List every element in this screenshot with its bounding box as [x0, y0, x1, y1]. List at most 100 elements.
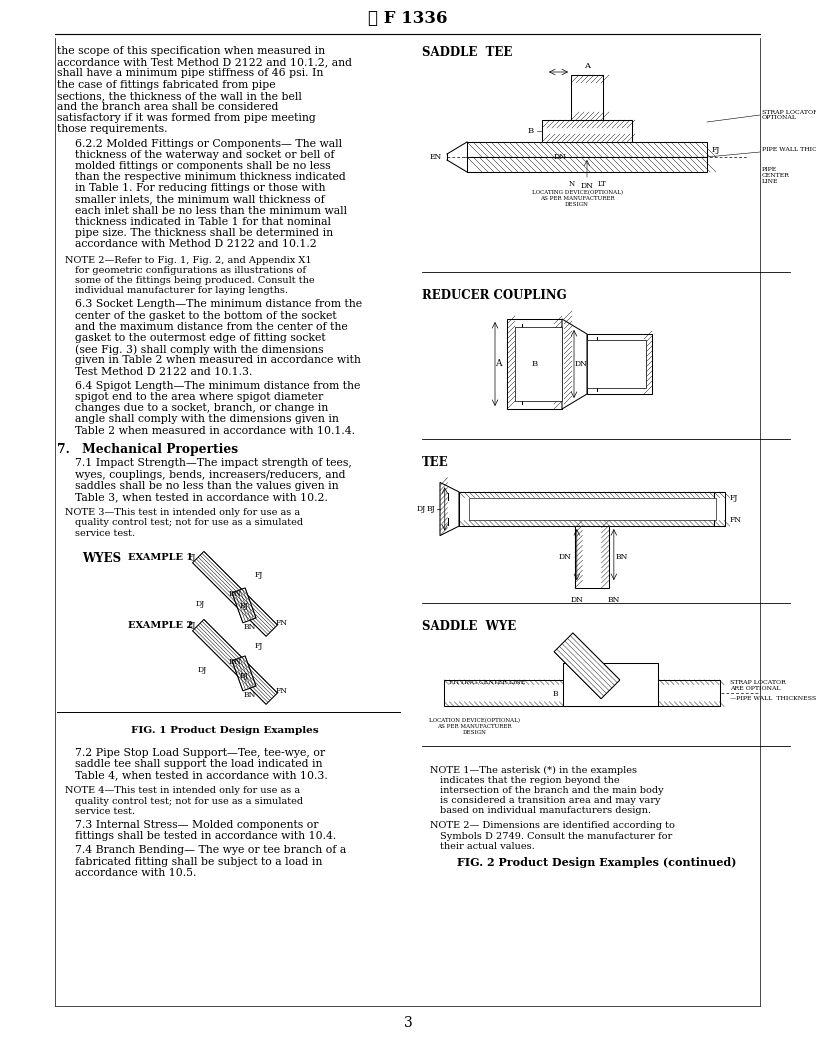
- Text: spigot end to the area where spigot diameter: spigot end to the area where spigot diam…: [75, 392, 323, 402]
- Text: BN: BN: [243, 692, 255, 699]
- Text: given in Table 2 when measured in accordance with: given in Table 2 when measured in accord…: [75, 356, 361, 365]
- Text: NOTE 1—The asterisk (*) in the examples: NOTE 1—The asterisk (*) in the examples: [430, 766, 637, 774]
- Text: center of the gasket to the bottom of the socket: center of the gasket to the bottom of th…: [75, 310, 337, 321]
- Bar: [467, 157, 707, 172]
- Text: 7.2 Pipe Stop Load Support—Tee, tee-wye, or: 7.2 Pipe Stop Load Support—Tee, tee-wye,…: [75, 748, 325, 758]
- Bar: [515, 327, 562, 401]
- Text: FJ: FJ: [255, 571, 264, 579]
- Text: each inlet shall be no less than the minimum wall: each inlet shall be no less than the min…: [75, 206, 347, 215]
- Text: their actual values.: their actual values.: [440, 842, 534, 851]
- Text: FJ: FJ: [712, 146, 721, 153]
- Text: quality control test; not for use as a simulated: quality control test; not for use as a s…: [75, 518, 303, 528]
- Text: NOTE 2— Dimensions are identified according to: NOTE 2— Dimensions are identified accord…: [430, 822, 675, 830]
- Text: REDUCER COUPLING: REDUCER COUPLING: [422, 289, 566, 302]
- Text: for geometric configurations as illustrations of: for geometric configurations as illustra…: [75, 266, 306, 275]
- Text: TEE: TEE: [422, 456, 449, 469]
- Text: FIG. 2 Product Design Examples (continued): FIG. 2 Product Design Examples (continue…: [457, 857, 737, 868]
- Text: service test.: service test.: [75, 529, 135, 538]
- Text: STRAP LOCATOR
ARE OPTIONAL: STRAP LOCATOR ARE OPTIONAL: [730, 680, 786, 691]
- Text: DN: DN: [228, 590, 242, 598]
- Text: DN: DN: [553, 153, 566, 161]
- Text: individual manufacturer for laying lengths.: individual manufacturer for laying lengt…: [75, 286, 288, 296]
- Text: BN: BN: [616, 553, 628, 561]
- Text: is considered a transition area and may vary: is considered a transition area and may …: [440, 796, 660, 805]
- Text: the scope of this specification when measured in: the scope of this specification when mea…: [57, 46, 325, 56]
- Text: SADDLE  WYE: SADDLE WYE: [422, 620, 517, 633]
- Text: intersection of the branch and the main body: intersection of the branch and the main …: [440, 786, 663, 795]
- Text: some of the fittings being produced. Consult the: some of the fittings being produced. Con…: [75, 276, 315, 285]
- Text: BJ: BJ: [240, 602, 249, 610]
- Text: accordance with 10.5.: accordance with 10.5.: [75, 868, 197, 878]
- Text: 3: 3: [404, 1016, 412, 1030]
- Text: LOCATING DEVICE(OPTIONAL)
AS PER MANUFACTURER
DESIGN: LOCATING DEVICE(OPTIONAL) AS PER MANUFAC…: [531, 190, 623, 207]
- Text: 7.  Mechanical Properties: 7. Mechanical Properties: [57, 442, 238, 456]
- Text: Table 3, when tested in accordance with 10.2.: Table 3, when tested in accordance with …: [75, 492, 328, 502]
- Text: angle shall comply with the dimensions given in: angle shall comply with the dimensions g…: [75, 414, 339, 425]
- Text: service test.: service test.: [75, 807, 135, 816]
- Text: 7.3 Internal Stress— Molded components or: 7.3 Internal Stress— Molded components o…: [75, 821, 318, 830]
- Text: the case of fittings fabricated from pipe: the case of fittings fabricated from pip…: [57, 79, 276, 90]
- Bar: [467, 142, 707, 157]
- Bar: [542, 120, 632, 142]
- Text: EXAMPLE 1: EXAMPLE 1: [128, 552, 193, 562]
- Text: wyes, couplings, bends, increasers/reducers, and: wyes, couplings, bends, increasers/reduc…: [75, 470, 345, 479]
- Text: BJ: BJ: [240, 672, 249, 680]
- Text: EN: EN: [430, 153, 442, 161]
- Text: based on individual manufacturers design.: based on individual manufacturers design…: [440, 806, 651, 815]
- Text: saddles shall be no less than the values given in: saddles shall be no less than the values…: [75, 480, 339, 491]
- Text: saddle tee shall support the load indicated in: saddle tee shall support the load indica…: [75, 759, 322, 769]
- Text: DN: DN: [575, 360, 588, 367]
- Text: accordance with Test Method D 2122 and 10.1.2, and: accordance with Test Method D 2122 and 1…: [57, 57, 352, 68]
- Polygon shape: [232, 656, 256, 691]
- Text: BN: BN: [608, 596, 620, 604]
- Bar: [575, 526, 609, 588]
- Text: Table 2 when measured in accordance with 10.1.4.: Table 2 when measured in accordance with…: [75, 426, 355, 436]
- Polygon shape: [554, 633, 620, 699]
- Text: Test Method D 2122 and 10.1.3.: Test Method D 2122 and 10.1.3.: [75, 366, 252, 377]
- Text: EXAMPLE 2: EXAMPLE 2: [128, 621, 193, 629]
- Text: DN: DN: [570, 596, 583, 604]
- Text: molded fittings or components shall be no less: molded fittings or components shall be n…: [75, 161, 330, 171]
- Text: A: A: [584, 62, 590, 70]
- Text: PIPE
CENTER
LINE: PIPE CENTER LINE: [762, 167, 790, 184]
- Text: accordance with Method D 2122 and 10.1.2: accordance with Method D 2122 and 10.1.2: [75, 240, 317, 249]
- Text: quality control test; not for use as a simulated: quality control test; not for use as a s…: [75, 796, 303, 806]
- Text: 6.4 Spigot Length—The minimum distance from the: 6.4 Spigot Length—The minimum distance f…: [75, 381, 361, 391]
- Text: FITTING CENTER LINE: FITTING CENTER LINE: [450, 680, 526, 685]
- Text: B: B: [552, 691, 558, 698]
- Text: FN: FN: [276, 619, 288, 626]
- Bar: [587, 340, 646, 388]
- Polygon shape: [193, 551, 277, 637]
- Text: DJ: DJ: [629, 360, 638, 367]
- Text: B: B: [531, 360, 538, 367]
- Text: 7.1 Impact Strength—The impact strength of tees,: 7.1 Impact Strength—The impact strength …: [75, 458, 352, 469]
- Text: N: N: [569, 180, 575, 188]
- Text: 7.4 Branch Bending— The wye or tee branch of a: 7.4 Branch Bending— The wye or tee branc…: [75, 846, 346, 855]
- Text: in Table 1. For reducing fittings or those with: in Table 1. For reducing fittings or tho…: [75, 184, 326, 193]
- Text: DN: DN: [559, 553, 572, 561]
- Text: fittings shall be tested in accordance with 10.4.: fittings shall be tested in accordance w…: [75, 831, 336, 842]
- Text: DJ: DJ: [417, 505, 426, 513]
- Text: fabricated fitting shall be subject to a load in: fabricated fitting shall be subject to a…: [75, 856, 322, 867]
- Text: FIG. 1 Product Design Examples: FIG. 1 Product Design Examples: [131, 725, 319, 735]
- Text: 6.2.2 Molded Fittings or Components— The wall: 6.2.2 Molded Fittings or Components— The…: [75, 138, 342, 149]
- Bar: [459, 492, 725, 526]
- Text: Ⓜ F 1336: Ⓜ F 1336: [368, 10, 448, 26]
- Text: FJ: FJ: [188, 553, 196, 561]
- Text: DN: DN: [580, 182, 593, 190]
- Polygon shape: [440, 483, 459, 535]
- Polygon shape: [193, 620, 277, 704]
- Text: B: B: [528, 127, 534, 135]
- Text: BJ: BJ: [426, 505, 435, 513]
- Text: 6.3 Socket Length—The minimum distance from the: 6.3 Socket Length—The minimum distance f…: [75, 300, 362, 309]
- Text: NOTE 4—This test in intended only for use as a: NOTE 4—This test in intended only for us…: [65, 787, 300, 795]
- Bar: [563, 663, 658, 706]
- Text: DJ: DJ: [197, 666, 207, 674]
- Text: FN: FN: [276, 686, 288, 695]
- Text: LOCATION DEVICE(OPTIONAL)
AS PER MANUFACTURER
DESIGN: LOCATION DEVICE(OPTIONAL) AS PER MANUFAC…: [428, 718, 520, 735]
- Text: NOTE 2—Refer to Fig. 1, Fig. 2, and Appendix X1: NOTE 2—Refer to Fig. 1, Fig. 2, and Appe…: [65, 256, 312, 265]
- Text: LT: LT: [597, 180, 606, 188]
- Text: STRAP LOCATOR
OPTIONAL: STRAP LOCATOR OPTIONAL: [762, 110, 816, 120]
- Bar: [571, 75, 603, 120]
- Text: DJ: DJ: [196, 600, 205, 608]
